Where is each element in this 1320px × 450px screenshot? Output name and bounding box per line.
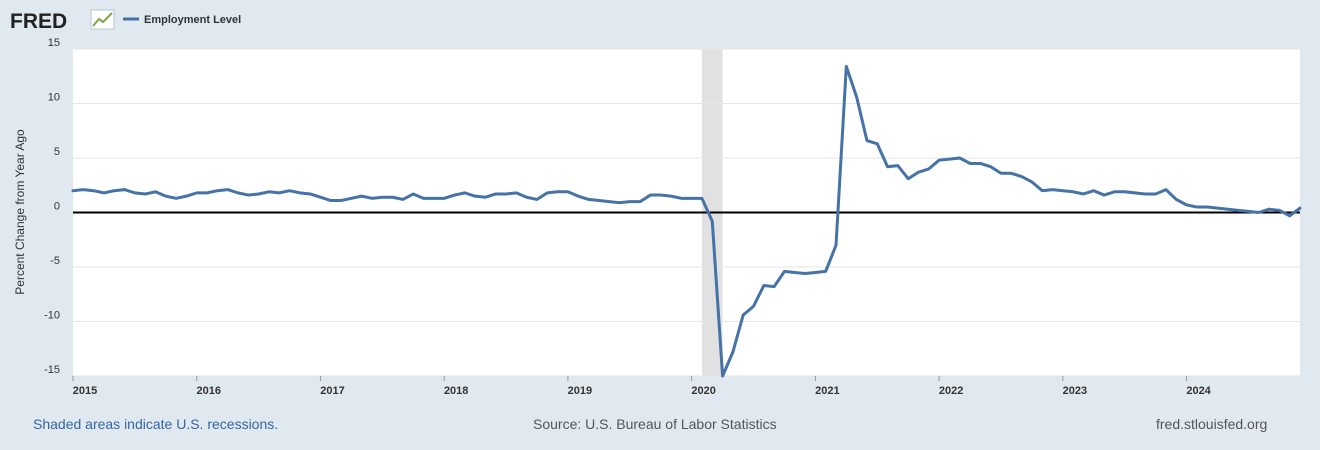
x-tick-label: 2021 xyxy=(815,385,839,397)
x-tick-label: 2015 xyxy=(73,385,97,397)
x-tick-label: 2017 xyxy=(320,385,344,397)
x-tick-label: 2020 xyxy=(691,385,715,397)
legend: Employment Level xyxy=(123,14,241,26)
source-text: Source: U.S. Bureau of Labor Statistics xyxy=(533,416,777,432)
x-tick-label: 2018 xyxy=(444,385,468,397)
y-tick-label: -15 xyxy=(44,364,60,376)
x-tick-label: 2022 xyxy=(939,385,963,397)
fred-logo-graph-icon xyxy=(90,9,115,30)
y-tick-label: -5 xyxy=(50,255,60,267)
legend-label: Employment Level xyxy=(144,14,241,26)
y-axis: 15 10 5 0 -5 -10 -15 xyxy=(44,37,60,376)
recession-note: Shaded areas indicate U.S. recessions. xyxy=(33,416,279,432)
y-tick-label: -10 xyxy=(44,310,60,322)
y-tick-label: 0 xyxy=(54,201,60,213)
series-line-employment-level xyxy=(71,64,1302,378)
site-link[interactable]: fred.stlouisfed.org xyxy=(1156,416,1268,432)
y-tick-label: 15 xyxy=(48,37,60,49)
fred-logo[interactable]: FRED xyxy=(10,9,115,33)
x-tick-label: 2019 xyxy=(568,385,592,397)
y-tick-label: 10 xyxy=(48,92,60,104)
x-tick-label: 2023 xyxy=(1063,385,1087,397)
x-axis: 2015 2016 2017 2018 2019 2020 2021 2022 2023 2024 xyxy=(72,376,1212,397)
fred-logo-text: FRED xyxy=(10,10,67,33)
x-tick-label: 2024 xyxy=(1186,385,1211,397)
y-axis-label: Percent Change from Year Ago xyxy=(13,129,27,295)
y-tick-label: 5 xyxy=(54,146,60,158)
x-tick-label: 2016 xyxy=(196,385,220,397)
